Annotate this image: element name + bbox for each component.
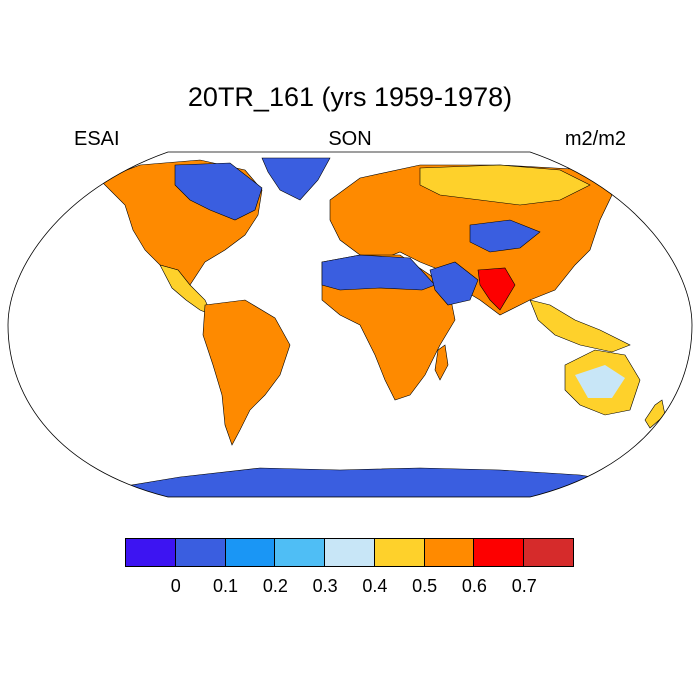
land-australia-interior xyxy=(575,365,625,398)
colorbar-swatch xyxy=(125,538,176,567)
map-outline xyxy=(7,151,693,498)
land-india xyxy=(477,267,516,311)
colorbar-swatch xyxy=(373,538,425,567)
colorbar-tick-label: 0.2 xyxy=(262,576,288,596)
land-madagascar xyxy=(434,344,449,381)
colorbar-tick-label: 0 xyxy=(170,576,181,596)
land-south-america xyxy=(202,299,291,446)
land-se-asia xyxy=(529,299,631,353)
colorbar-swatch xyxy=(224,538,276,567)
colorbar-swatch xyxy=(174,538,226,567)
colorbar-tick-label: 0.7 xyxy=(511,576,537,596)
land-sahara xyxy=(321,254,436,291)
colorbar-tick-label: 0.4 xyxy=(362,576,388,596)
land-central-asia xyxy=(469,219,541,253)
land-siberia xyxy=(419,164,591,206)
colorbar-swatch xyxy=(523,538,575,567)
land-north-america-north xyxy=(174,162,263,221)
colorbar-tick-label: 0.1 xyxy=(213,576,239,596)
colorbar-tick-label: 0.5 xyxy=(412,576,438,596)
land-antarctica xyxy=(39,467,662,497)
colorbar-swatch xyxy=(473,538,525,567)
colorbar xyxy=(125,538,575,567)
land-greenland xyxy=(261,157,331,201)
plot-title: 20TR_161 (yrs 1959-1978) xyxy=(187,82,513,112)
units-label: m2/m2 xyxy=(564,128,626,150)
colorbar-swatch xyxy=(423,538,475,567)
colorbar-tick-label: 0.6 xyxy=(461,576,487,596)
land-new-zealand xyxy=(644,399,666,429)
variable-label: ESAI xyxy=(74,128,120,150)
colorbar-swatch xyxy=(324,538,375,567)
season-label: SON xyxy=(328,128,372,150)
land-arabia xyxy=(429,261,479,306)
colorbar-swatch xyxy=(274,538,326,567)
colorbar-tick-label: 0.3 xyxy=(312,576,338,596)
